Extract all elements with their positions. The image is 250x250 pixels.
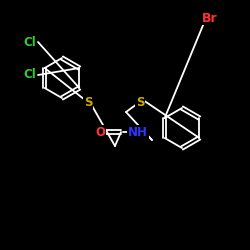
Text: Cl: Cl [24,36,36,49]
Text: S: S [136,96,144,108]
Text: S: S [84,96,92,108]
Text: NH: NH [128,126,148,138]
Text: O: O [95,126,105,138]
Text: Br: Br [202,12,218,24]
Text: Cl: Cl [24,68,36,82]
